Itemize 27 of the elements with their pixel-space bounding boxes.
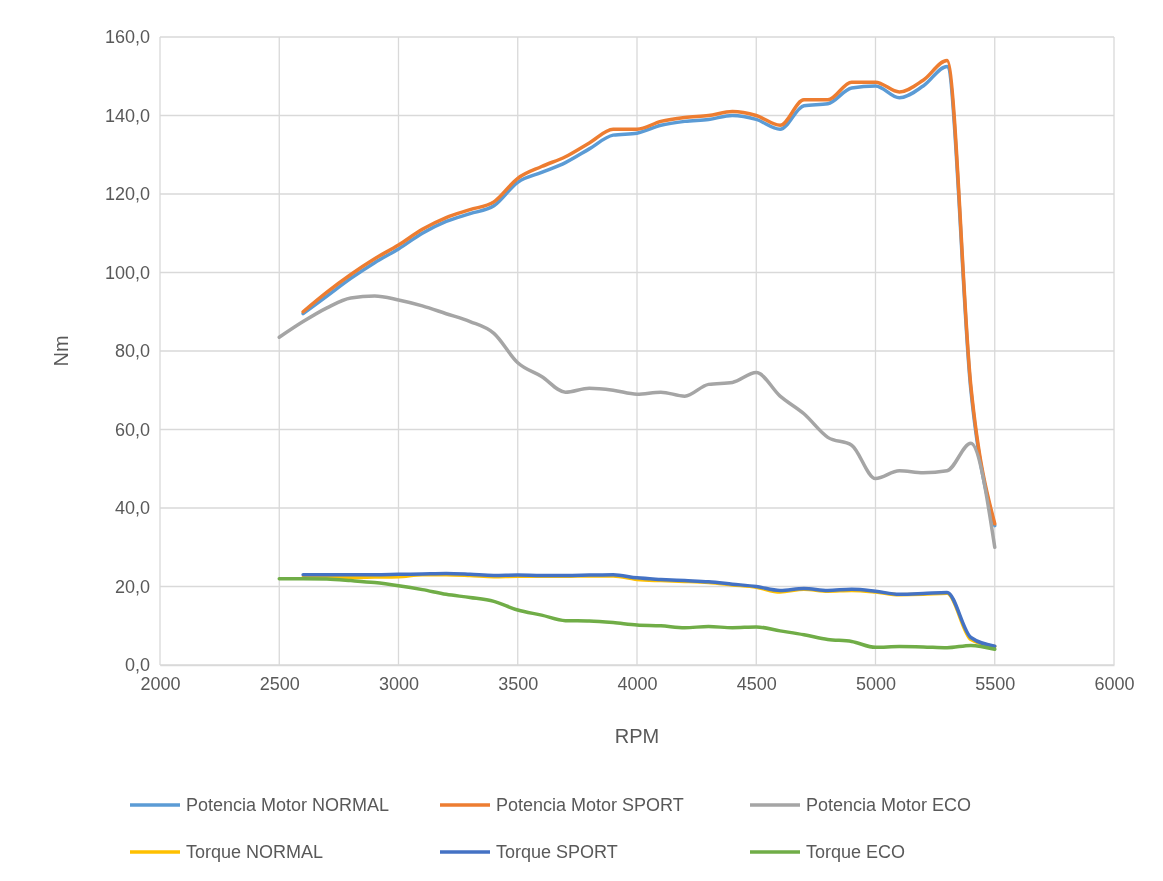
y-tick-label: 20,0 (114, 576, 150, 597)
y-tick-label: 0,0 (124, 655, 150, 676)
legend-label: Potencia Motor ECO (806, 795, 972, 815)
legend-label: Potencia Motor SPORT (496, 795, 684, 815)
legend-label: Torque ECO (806, 842, 906, 862)
legend-label: Torque SPORT (496, 842, 618, 862)
y-tick-label: 140,0 (104, 105, 150, 126)
y-tick-label: 80,0 (114, 341, 150, 362)
y-axis-title: Nm (50, 335, 72, 367)
y-tick-label: 160,0 (104, 27, 150, 48)
x-tick-label: 5500 (975, 673, 1016, 694)
x-tick-label: 6000 (1094, 673, 1135, 694)
legend-label: Torque NORMAL (186, 842, 324, 862)
x-axis-title: RPM (614, 725, 660, 747)
x-tick-label: 5000 (855, 673, 897, 694)
x-tick-label: 2000 (140, 673, 181, 694)
line-series (277, 294, 997, 549)
y-tick-label: 100,0 (104, 262, 150, 283)
y-tick-label: 40,0 (114, 498, 150, 519)
x-tick-label: 2500 (259, 673, 300, 694)
x-tick-label: 4500 (736, 673, 777, 694)
y-tick-label: 60,0 (114, 419, 150, 440)
x-tick-label: 4000 (617, 673, 658, 694)
y-tick-label: 120,0 (104, 184, 150, 205)
x-tick-label: 3500 (498, 673, 539, 694)
x-tick-label: 3000 (378, 673, 420, 694)
legend-label: Potencia Motor NORMAL (186, 795, 390, 815)
